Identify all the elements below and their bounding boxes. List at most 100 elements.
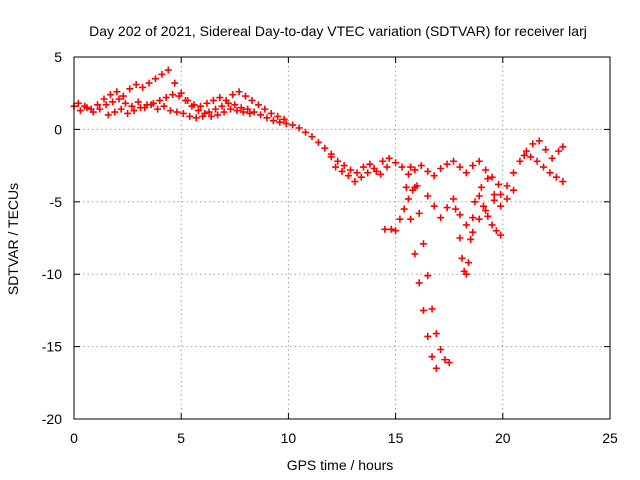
series-midday xyxy=(327,153,503,188)
data-point xyxy=(181,96,189,104)
data-point xyxy=(396,215,404,223)
data-point xyxy=(458,254,466,262)
data-point xyxy=(411,166,419,174)
data-point xyxy=(205,108,213,116)
data-point xyxy=(134,98,142,106)
data-point xyxy=(295,124,303,132)
data-point xyxy=(445,359,453,367)
series-midday-low xyxy=(332,163,391,186)
data-point xyxy=(527,153,535,161)
data-point xyxy=(370,164,378,172)
data-point xyxy=(246,109,254,117)
x-tick-label: 15 xyxy=(388,430,404,446)
data-point xyxy=(188,102,196,110)
data-point xyxy=(254,101,262,109)
data-point xyxy=(353,169,361,177)
data-point xyxy=(201,109,209,117)
data-point xyxy=(462,221,470,229)
data-point xyxy=(400,205,408,213)
data-point xyxy=(321,144,329,152)
data-point xyxy=(158,70,166,78)
data-point xyxy=(495,180,503,188)
data-point xyxy=(462,169,470,177)
data-point xyxy=(126,85,134,93)
data-point xyxy=(244,105,252,113)
data-point xyxy=(477,183,485,191)
data-point xyxy=(100,95,108,103)
data-point xyxy=(106,91,114,99)
x-axis-label: GPS time / hours xyxy=(287,457,394,473)
data-point xyxy=(432,330,440,338)
data-point xyxy=(377,170,385,178)
data-point xyxy=(229,91,237,99)
data-point xyxy=(510,186,518,194)
data-point xyxy=(462,270,470,278)
data-point xyxy=(467,235,475,243)
data-point xyxy=(497,202,505,210)
data-point xyxy=(119,92,127,100)
data-point xyxy=(419,240,427,248)
data-point xyxy=(424,192,432,200)
data-point xyxy=(171,79,179,87)
data-point xyxy=(308,133,316,141)
data-point xyxy=(552,173,560,181)
data-point xyxy=(124,109,132,117)
series-baseline-early xyxy=(70,95,335,158)
data-point xyxy=(338,167,346,175)
plot-frame xyxy=(73,56,611,420)
series-late xyxy=(490,137,567,204)
data-point xyxy=(96,105,104,113)
data-point xyxy=(548,154,556,162)
data-point xyxy=(132,81,140,89)
data-point xyxy=(235,88,243,96)
data-point xyxy=(407,215,415,223)
data-point xyxy=(242,92,250,100)
data-point xyxy=(239,108,247,116)
data-point xyxy=(542,146,550,154)
data-point xyxy=(366,160,374,168)
data-point xyxy=(398,163,406,171)
data-point xyxy=(231,101,239,109)
data-point xyxy=(437,345,445,353)
data-point xyxy=(186,112,194,120)
data-point xyxy=(359,163,367,171)
data-point xyxy=(379,157,387,165)
data-point xyxy=(269,117,277,125)
data-point xyxy=(227,105,235,113)
data-point xyxy=(267,109,275,117)
data-point xyxy=(173,108,181,116)
data-point xyxy=(484,175,492,183)
y-tick-label: -20 xyxy=(42,411,62,427)
data-point xyxy=(546,169,554,177)
data-points xyxy=(70,66,567,372)
data-point xyxy=(218,102,226,110)
data-point xyxy=(111,108,119,116)
data-point xyxy=(482,166,490,174)
data-point xyxy=(261,105,269,113)
data-point xyxy=(250,108,258,116)
y-axis-label: SDTVAR / TECUs xyxy=(5,183,21,295)
data-point xyxy=(503,195,511,203)
series-late-low xyxy=(520,151,567,186)
data-point xyxy=(109,98,117,106)
data-point xyxy=(207,112,215,120)
data-point xyxy=(332,163,340,171)
data-point xyxy=(136,104,144,112)
data-point xyxy=(428,353,436,361)
data-point xyxy=(222,96,230,104)
data-point xyxy=(166,107,174,115)
data-point xyxy=(248,96,256,104)
data-point xyxy=(456,234,464,242)
data-point xyxy=(492,227,500,235)
data-point xyxy=(257,111,265,119)
data-point xyxy=(76,107,84,115)
data-point xyxy=(162,94,170,102)
data-point xyxy=(413,182,421,190)
data-point xyxy=(559,143,567,151)
data-point xyxy=(357,173,365,181)
data-point xyxy=(276,118,284,126)
data-point xyxy=(490,191,498,199)
data-point xyxy=(488,173,496,181)
data-point xyxy=(364,169,372,177)
data-point xyxy=(164,66,172,74)
